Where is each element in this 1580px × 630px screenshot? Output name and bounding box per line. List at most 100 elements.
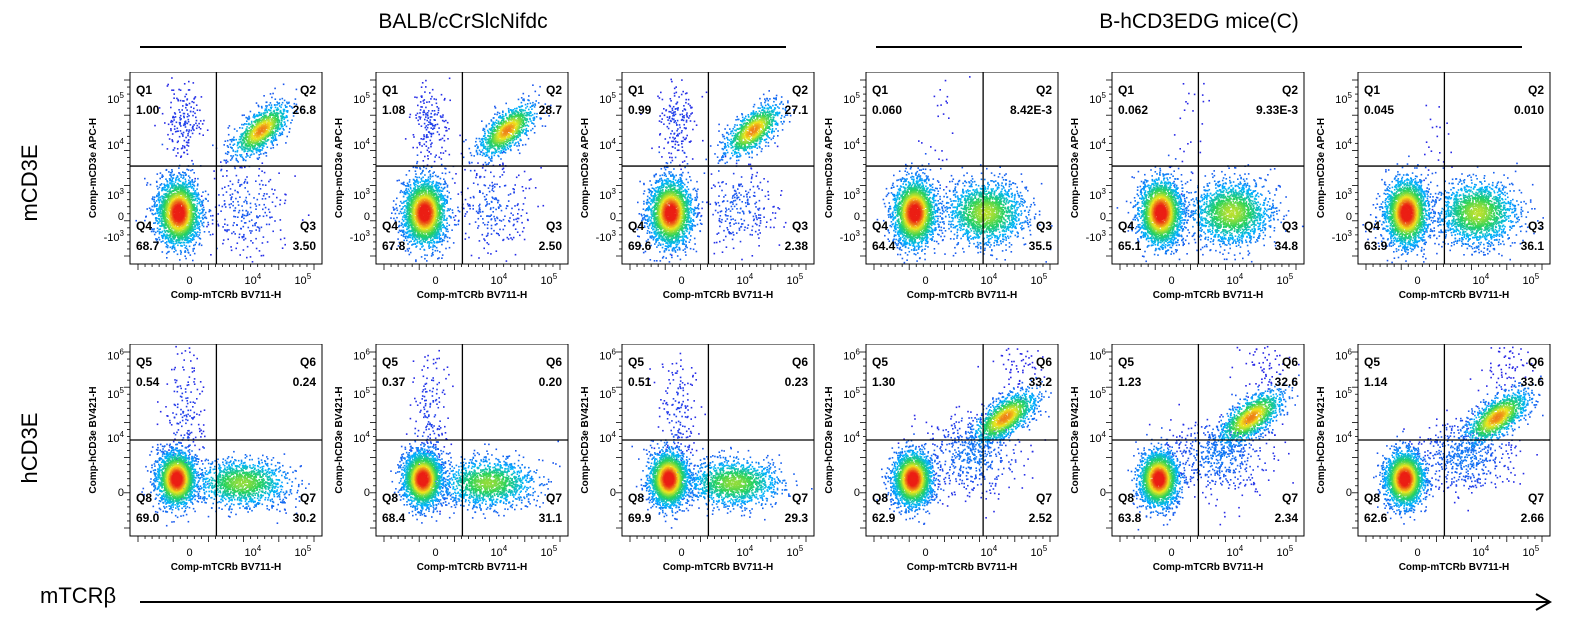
- plot-frame: [621, 72, 815, 265]
- quadrant-name-q6: Q6: [792, 355, 808, 369]
- y-axis-title: Comp-mCD3e APC-H: [580, 118, 591, 218]
- x-axis-ticks: [383, 264, 561, 270]
- flow-plot-hcd3e-6: Q5 1.14 Q6 33.6 Q7 2.66 Q8 62.6 0 104 105 0 104 105 10…: [1316, 344, 1551, 573]
- plot-frame: [1357, 72, 1551, 265]
- quadrant-value-q4: 63.9: [1364, 239, 1388, 253]
- y-tick-label: 0: [1346, 487, 1352, 499]
- quadrant-value-q4: 68.7: [136, 239, 160, 253]
- event-cloud: [876, 347, 1052, 525]
- flow-plot-hcd3e-2: Q5 0.37 Q6 0.20 Q7 31.1 Q8 68.4 0 104 105 0 104 105 10…: [334, 344, 569, 573]
- quadrant-name-q6: Q6: [300, 355, 316, 369]
- quadrant-value-q7: 2.34: [1275, 511, 1299, 525]
- quadrant-name-q6: Q6: [1528, 355, 1544, 369]
- y-tick-label: 0: [610, 487, 616, 499]
- quadrant-name-q2: Q2: [1528, 83, 1544, 97]
- x-axis-title: Comp-mTCRb BV711-H: [171, 562, 282, 573]
- y-axis-ticks: [1106, 79, 1112, 257]
- quadrant-name-q8: Q8: [628, 491, 644, 505]
- y-tick-label: -103: [350, 229, 371, 244]
- quadrant-name-q7: Q7: [1036, 491, 1052, 505]
- quadrant-value-q5: 0.54: [136, 375, 160, 389]
- quadrant-name-q7: Q7: [792, 491, 808, 505]
- x-axis-ticks: [137, 264, 315, 270]
- y-tick-label: 105: [107, 91, 124, 106]
- y-axis-title: Comp-hCD3e BV421-H: [88, 386, 99, 493]
- y-axis-title: Comp-mCD3e APC-H: [334, 118, 345, 218]
- quadrant-value-q1: 0.060: [872, 103, 902, 117]
- quadrant-name-q8: Q8: [1364, 491, 1380, 505]
- quadrant-value-q8: 69.0: [136, 511, 160, 525]
- y-tick-label: 0: [854, 211, 860, 223]
- event-cloud: [636, 78, 795, 263]
- x-tick-label: 0: [186, 275, 192, 287]
- plot-frame: [1111, 72, 1305, 265]
- quadrant-value-q7: 29.3: [785, 511, 809, 525]
- quadrant-name-q6: Q6: [1036, 355, 1052, 369]
- quadrant-name-q5: Q5: [136, 355, 152, 369]
- x-tick-label: 0: [1168, 547, 1174, 559]
- row-label-hcd3e: hCD3E: [17, 398, 43, 498]
- quadrant-value-q6: 32.6: [1275, 375, 1299, 389]
- y-tick-label: 104: [1089, 137, 1106, 152]
- flow-plot-hcd3e-3: Q5 0.51 Q6 0.23 Q7 29.3 Q8 69.9 0 104 105 0 104 105 10…: [580, 344, 815, 573]
- quadrant-name-q2: Q2: [1282, 83, 1298, 97]
- y-tick-label: 106: [599, 348, 616, 363]
- quadrant-name-q2: Q2: [546, 83, 562, 97]
- flow-plot-mcd3e-2: Q1 1.08 Q2 28.7 Q3 2.50 Q4 67.8 0 104 105 -103 0 103 1…: [334, 72, 569, 301]
- quadrant-name-q3: Q3: [1528, 219, 1544, 233]
- x-axis-ticks: [629, 536, 807, 542]
- x-tick-label: 105: [294, 544, 311, 559]
- quadrant-name-q8: Q8: [872, 491, 888, 505]
- x-tick-label: 105: [540, 272, 557, 287]
- y-axis-title: Comp-mCD3e APC-H: [1316, 118, 1327, 218]
- quadrant-value-q5: 0.51: [628, 375, 652, 389]
- quadrant-name-q1: Q1: [1364, 83, 1380, 97]
- x-tick-label: 105: [1276, 272, 1293, 287]
- quadrant-name-q6: Q6: [1282, 355, 1298, 369]
- x-axis-title: Comp-mTCRb BV711-H: [1399, 562, 1510, 573]
- quadrant-name-q4: Q4: [628, 219, 644, 233]
- quadrant-value-q4: 65.1: [1118, 239, 1142, 253]
- x-axis-title: Comp-mTCRb BV711-H: [1153, 562, 1264, 573]
- y-axis-ticks: [1352, 351, 1358, 529]
- quadrant-name-q7: Q7: [300, 491, 316, 505]
- y-tick-label: 106: [1335, 348, 1352, 363]
- group-title-humanized: B-hCD3EDG mice(C): [876, 10, 1522, 34]
- x-axis-title: Comp-mTCRb BV711-H: [663, 290, 774, 301]
- y-tick-label: -103: [104, 229, 125, 244]
- x-tick-label: 104: [981, 272, 998, 287]
- quadrant-value-q6: 0.23: [785, 375, 809, 389]
- quadrant-value-q2: 0.010: [1514, 103, 1544, 117]
- y-tick-label: 105: [599, 386, 616, 401]
- x-tick-label: 104: [981, 544, 998, 559]
- y-tick-label: 0: [854, 487, 860, 499]
- quadrant-value-q3: 34.8: [1275, 239, 1299, 253]
- y-tick-label: 103: [1335, 187, 1352, 202]
- x-tick-label: 104: [1227, 544, 1244, 559]
- y-axis-title: Comp-mCD3e APC-H: [88, 118, 99, 218]
- y-tick-label: 105: [599, 91, 616, 106]
- y-axis-ticks: [370, 79, 376, 257]
- quadrant-value-q2: 8.42E-3: [1010, 103, 1052, 117]
- x-axis-title: Comp-mTCRb BV711-H: [417, 290, 528, 301]
- x-tick-label: 0: [432, 547, 438, 559]
- quadrant-value-q2: 9.33E-3: [1256, 103, 1298, 117]
- y-axis-title: Comp-mCD3e APC-H: [824, 118, 835, 218]
- quadrant-value-q4: 67.8: [382, 239, 406, 253]
- y-tick-label: 104: [599, 137, 616, 152]
- y-tick-label: 104: [353, 430, 370, 445]
- quadrant-name-q2: Q2: [1036, 83, 1052, 97]
- plot-frame: [129, 72, 323, 265]
- x-tick-label: 105: [786, 272, 803, 287]
- y-tick-label: 105: [843, 386, 860, 401]
- y-tick-label: 103: [1089, 187, 1106, 202]
- quadrant-value-q5: 1.14: [1364, 375, 1388, 389]
- quadrant-name-q1: Q1: [872, 83, 888, 97]
- quadrant-value-q3: 36.1: [1521, 239, 1545, 253]
- y-tick-label: 106: [107, 348, 124, 363]
- quadrant-name-q7: Q7: [546, 491, 562, 505]
- x-axis-ticks: [137, 536, 315, 542]
- quadrant-name-q4: Q4: [1364, 219, 1380, 233]
- quadrant-value-q4: 69.6: [628, 239, 652, 253]
- y-axis-ticks: [124, 79, 130, 257]
